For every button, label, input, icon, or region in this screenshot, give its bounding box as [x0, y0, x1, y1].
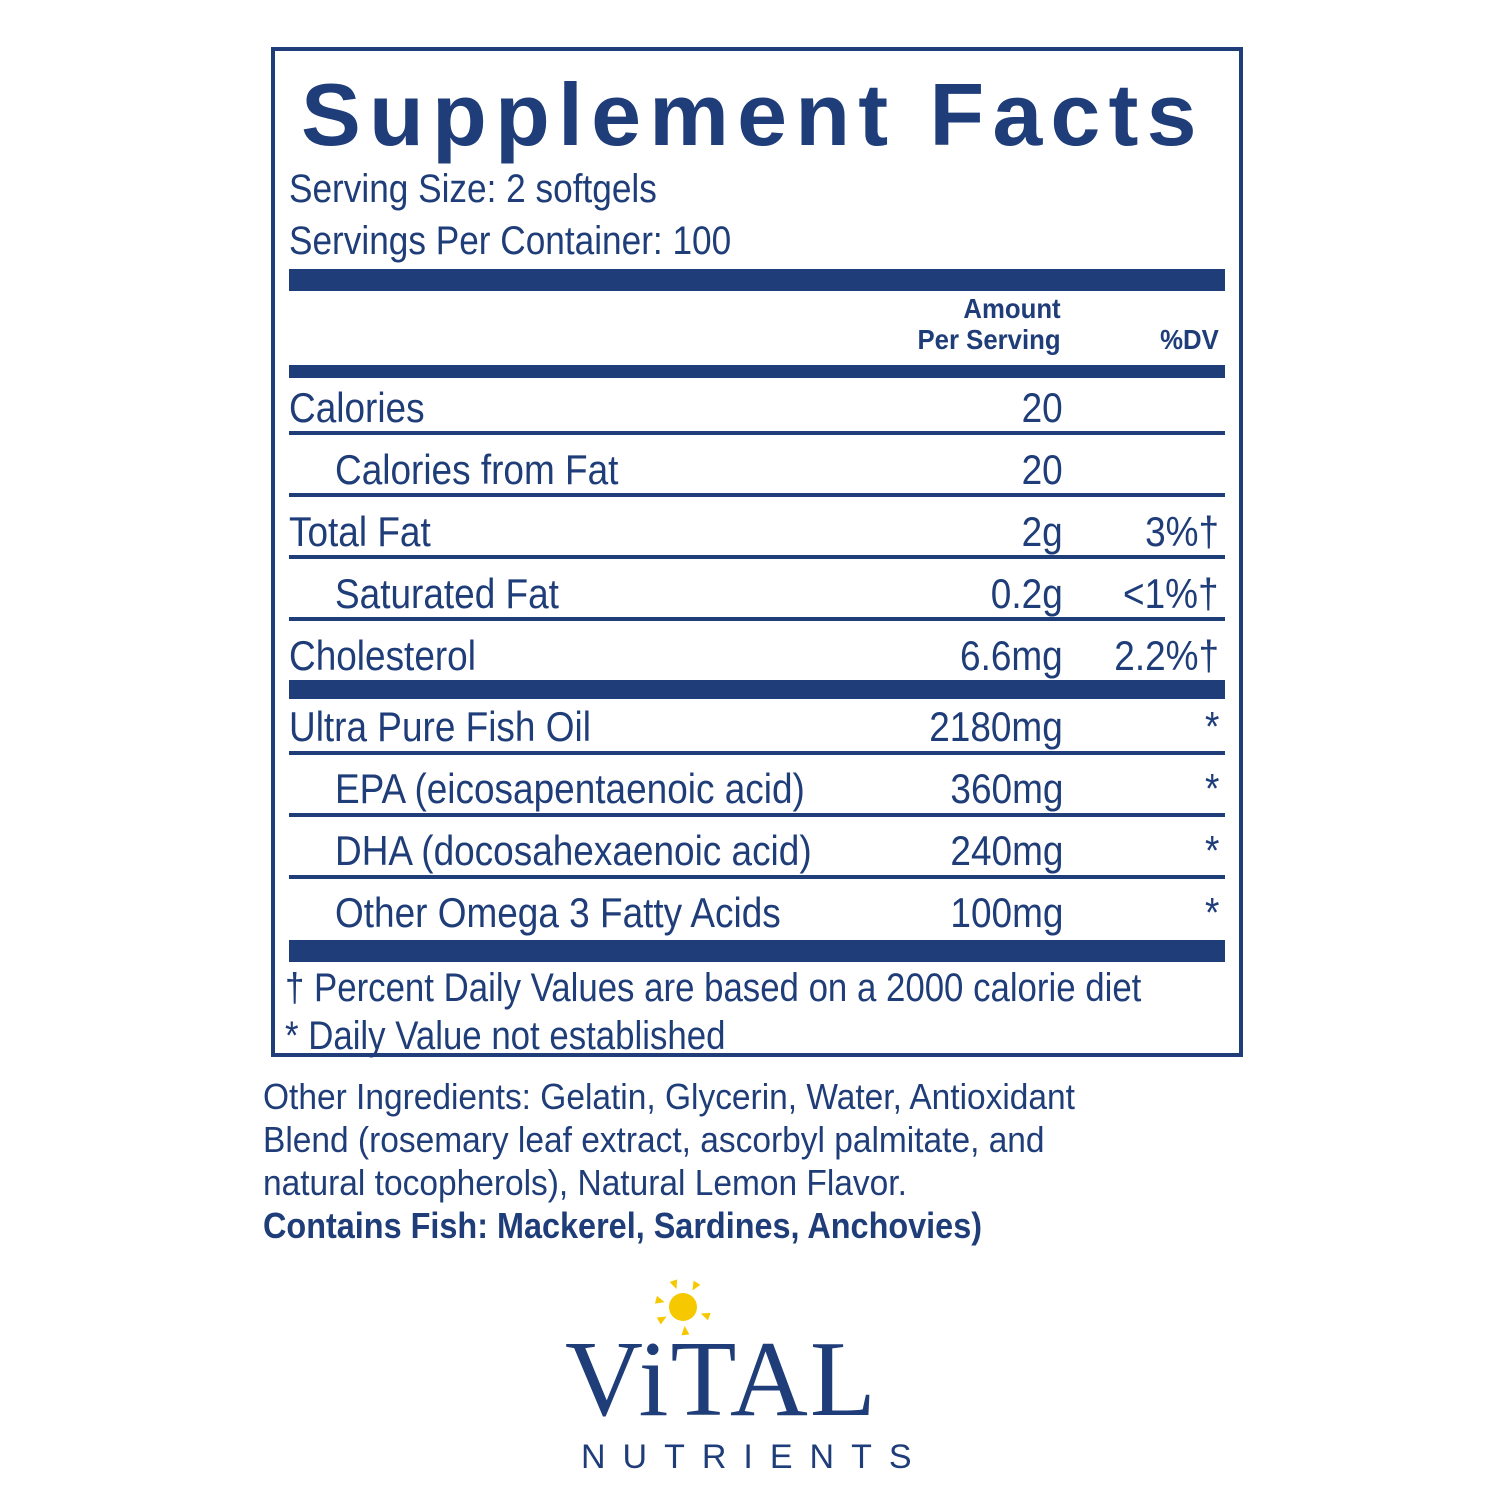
row-divider [289, 813, 1225, 817]
nutrient-row: Ultra Pure Fish Oil 2180mg * [289, 697, 1225, 757]
brand-tagline: NUTRIENTS [581, 1438, 929, 1476]
nutrient-amount: 360mg [949, 765, 1063, 812]
nutrient-dv: <1%† [1123, 570, 1219, 617]
row-divider [289, 751, 1225, 755]
nutrient-dv: * [1204, 765, 1219, 812]
row-divider [289, 431, 1225, 435]
nutrient-amount: 2180mg [929, 703, 1063, 750]
nutrient-name: Total Fat [289, 508, 431, 555]
nutrient-name: Saturated Fat [335, 570, 559, 617]
brand-logo: ViTAL NUTRIENTS [565, 1275, 945, 1505]
header-amount: Amount Per Serving [918, 293, 1061, 355]
nutrient-dv: * [1204, 889, 1219, 936]
nutrient-amount: 0.2g [991, 570, 1063, 617]
nutrient-row: DHA (docosahexaenoic acid) 240mg * [289, 821, 1225, 881]
row-divider [289, 617, 1225, 621]
nutrient-row: Other Omega 3 Fatty Acids 100mg * [289, 883, 1225, 943]
divider-thick [289, 269, 1225, 291]
nutrient-row: EPA (eicosapentaenoic acid) 360mg * [289, 759, 1225, 819]
nutrient-row: Total Fat 2g 3%† [289, 502, 1225, 562]
nutrient-name: Ultra Pure Fish Oil [289, 703, 591, 750]
nutrient-name: Calories from Fat [335, 446, 619, 493]
other-ingredients-line: Blend (rosemary leaf extract, ascorbyl p… [263, 1119, 1045, 1160]
nutrient-name: Cholesterol [289, 632, 476, 679]
nutrient-amount: 240mg [949, 827, 1063, 874]
nutrient-amount: 20 [1021, 384, 1063, 431]
header-amount-line1: Amount [963, 293, 1061, 324]
panel-title: Supplement Facts [301, 65, 1205, 164]
divider-thick [289, 680, 1225, 699]
nutrient-row: Calories 20 [289, 378, 1225, 438]
nutrient-amount: 6.6mg [960, 632, 1063, 679]
row-divider [289, 875, 1225, 879]
divider-medium [289, 365, 1225, 378]
nutrient-row: Cholesterol 6.6mg 2.2%† [289, 626, 1225, 686]
nutrient-dv: 3%† [1145, 508, 1219, 555]
other-ingredients: Other Ingredients: Gelatin, Glycerin, Wa… [263, 1075, 1263, 1247]
header-dv: %DV [1160, 324, 1219, 355]
row-divider [289, 493, 1225, 497]
nutrient-name: DHA (docosahexaenoic acid) [335, 827, 812, 874]
nutrient-name: Other Omega 3 Fatty Acids [335, 889, 781, 936]
nutrient-dv: 2.2%† [1114, 632, 1219, 679]
servings-per-container: Servings Per Container: 100 [289, 219, 732, 263]
supplement-facts-panel: Supplement Facts Serving Size: 2 softgel… [271, 47, 1243, 1058]
row-divider [289, 555, 1225, 559]
other-ingredients-line: Other Ingredients: Gelatin, Glycerin, Wa… [263, 1076, 1075, 1117]
nutrient-amount: 100mg [949, 889, 1063, 936]
nutrient-amount: 2g [1021, 508, 1063, 555]
nutrient-dv: * [1204, 703, 1219, 750]
footnote-asterisk: * Daily Value not established [285, 1014, 726, 1058]
divider-thick [289, 940, 1225, 962]
nutrient-dv: * [1204, 827, 1219, 874]
brand-name: ViTAL [565, 1320, 878, 1439]
footnote-dagger: † Percent Daily Values are based on a 20… [285, 966, 1142, 1010]
sun-icon [654, 1279, 711, 1336]
header-amount-line2: Per Serving [917, 324, 1061, 355]
other-ingredients-line: natural tocopherols), Natural Lemon Flav… [263, 1162, 907, 1203]
nutrient-name: EPA (eicosapentaenoic acid) [335, 765, 805, 812]
nutrient-row: Saturated Fat 0.2g <1%† [289, 564, 1225, 624]
allergen-statement: Contains Fish: Mackerel, Sardines, Ancho… [263, 1205, 983, 1246]
serving-size: Serving Size: 2 softgels [289, 167, 657, 211]
nutrient-row: Calories from Fat 20 [289, 440, 1225, 500]
nutrient-amount: 20 [1021, 446, 1063, 493]
nutrient-name: Calories [289, 384, 425, 431]
